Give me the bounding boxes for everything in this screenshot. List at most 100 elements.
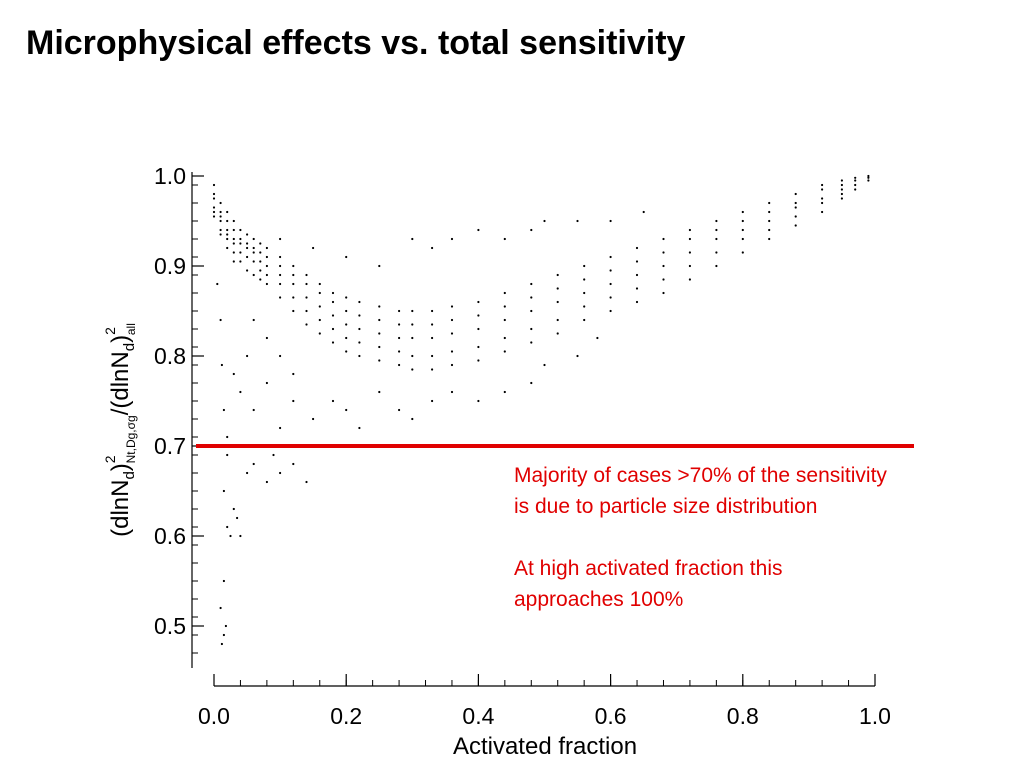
scatter-point [768, 201, 771, 205]
scatter-point [431, 246, 434, 250]
scatter-point [229, 534, 232, 538]
scatter-point [477, 300, 480, 304]
scatter-point [662, 291, 665, 295]
slide-title: Microphysical effects vs. total sensitiv… [26, 24, 686, 62]
scatter-point [216, 282, 219, 286]
x-tick-label: 0.4 [462, 703, 494, 729]
scatter-point [318, 318, 321, 322]
scatter-point [312, 417, 315, 421]
scatter-point [305, 480, 308, 484]
scatter-point [503, 390, 506, 394]
scatter-point [583, 291, 586, 295]
scatter-point [226, 228, 229, 232]
scatter-point [358, 314, 361, 317]
scatter-point [378, 305, 381, 308]
scatter-point [840, 192, 844, 196]
scatter-point [450, 350, 454, 353]
scatter-point [345, 350, 348, 353]
scatter-point [503, 336, 506, 340]
scatter-point [556, 332, 559, 335]
scatter-point [715, 264, 718, 268]
scatter-point [450, 237, 454, 241]
y-tick-label: 0.5 [154, 613, 186, 639]
scatter-point [530, 282, 533, 286]
scatter-point [252, 251, 255, 254]
scatter-point [867, 179, 870, 182]
y-axis-title: (dlnNd)2 Nt,Dg,σg/(dlnNd)2 all [102, 323, 138, 537]
scatter-point [246, 255, 249, 259]
scatter-point [239, 237, 242, 241]
scatter-point [477, 399, 480, 403]
scatter-point [450, 332, 454, 335]
scatter-point [259, 269, 262, 272]
scatter-point [222, 579, 225, 583]
scatter-point [246, 354, 249, 358]
scatter-point [212, 210, 216, 214]
scatter-point [252, 462, 255, 466]
scatter-point [854, 188, 857, 191]
scatter-point [398, 363, 401, 367]
scatter-point [635, 260, 639, 263]
scatter-point [226, 219, 229, 223]
scatter-point [583, 264, 586, 268]
scatter-point [279, 255, 282, 259]
scatter-point [222, 489, 225, 493]
scatter-point [239, 260, 242, 263]
scatter-point [741, 210, 744, 214]
scatter-point [252, 318, 255, 322]
scatter-point [768, 210, 771, 214]
scatter-point [292, 309, 295, 313]
scatter-point [840, 188, 844, 191]
scatter-point [411, 336, 414, 340]
scatter-point [265, 264, 268, 268]
scatter-point [688, 237, 692, 241]
scatter-point [378, 332, 381, 335]
scatter-point [232, 372, 235, 376]
x-tick-label: 0.0 [198, 703, 230, 729]
scatter-point [358, 354, 361, 358]
scatter-point [305, 309, 308, 313]
scatter-point [226, 453, 229, 457]
scatter-point [768, 237, 771, 241]
scatter-point [503, 318, 506, 322]
scatter-point [398, 336, 401, 340]
scatter-point [431, 336, 434, 340]
scatter-point [530, 327, 533, 331]
scatter-point [662, 237, 665, 241]
scatter-point [232, 507, 235, 511]
scatter-point [609, 282, 612, 286]
scatter-point [222, 408, 225, 412]
scatter-point [411, 323, 414, 326]
scatter-point [503, 291, 506, 295]
scatter-point [292, 264, 295, 268]
scatter-point [292, 296, 295, 299]
scatter-point [345, 255, 348, 259]
scatter-point [576, 219, 579, 223]
scatter-point [236, 516, 239, 520]
scatter-point [609, 296, 612, 299]
scatter-point [331, 300, 335, 304]
scatter-point [252, 260, 255, 263]
scatter-point [222, 633, 225, 637]
scatter-point [768, 228, 771, 232]
scatter-point [398, 323, 401, 326]
scatter-point [259, 278, 262, 281]
scatter-point [768, 219, 771, 223]
scatter-point [226, 210, 229, 214]
scatter-point [688, 264, 692, 268]
scatter-point [220, 363, 223, 367]
scatter-point [318, 305, 321, 308]
scatter-point [232, 237, 235, 241]
scatter-point [840, 183, 844, 187]
scatter-point [378, 318, 381, 322]
scatter-point [305, 296, 308, 299]
scatter-point [741, 251, 744, 254]
scatter-point [583, 318, 586, 322]
scatter-point [219, 201, 222, 205]
scatter-point [450, 305, 454, 308]
scatter-point [821, 210, 824, 214]
scatter-point [318, 282, 321, 286]
y-tick-label: 1.0 [154, 163, 186, 189]
scatter-point [530, 309, 533, 313]
scatter-point [867, 174, 870, 178]
